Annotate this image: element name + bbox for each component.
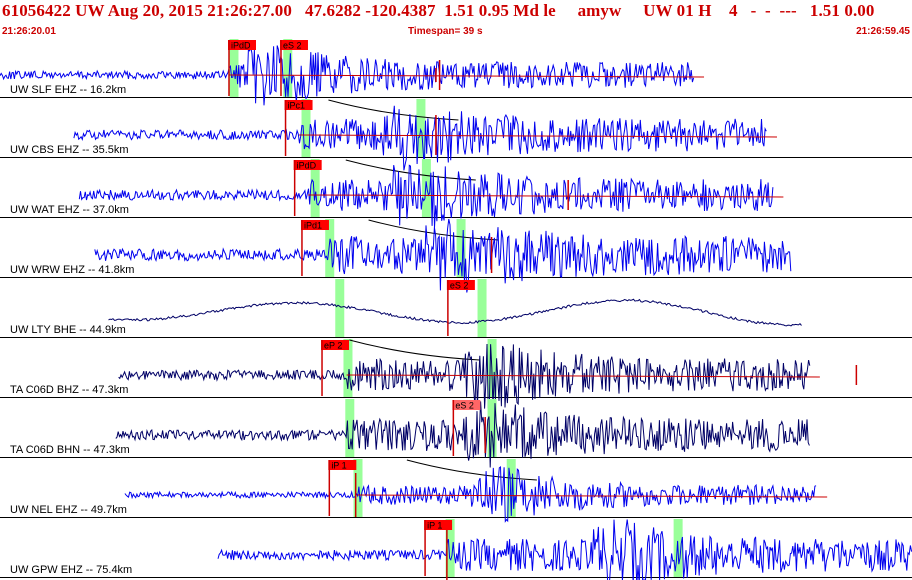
- pick-window: [325, 219, 335, 277]
- waveform: [118, 343, 811, 409]
- pick-window: [477, 279, 487, 337]
- pick-window: [456, 219, 466, 277]
- trace-row[interactable]: iPdD eS 2 UW SLF EHZ -- 16.2km: [0, 39, 912, 106]
- phase-pick[interactable]: iPdD: [293, 160, 322, 216]
- red-marker-line: [346, 374, 820, 378]
- event-header: 61056422 UW Aug 20, 2015 21:26:27.00 47.…: [0, 0, 912, 38]
- waveform: [0, 45, 695, 106]
- phase-pick-label: eS 2: [455, 401, 474, 411]
- trace-row[interactable]: eS 2 UW LTY BHE -- 44.9km: [0, 279, 912, 338]
- station-label: UW CBS EHZ -- 35.5km: [10, 144, 129, 156]
- phase-pick-box: [300, 220, 329, 230]
- phase-pick-label: iPdD: [297, 161, 317, 171]
- station-label: TA C06D BHZ -- 47.3km: [10, 384, 128, 396]
- pick-window: [353, 459, 363, 517]
- phase-pick[interactable]: eS 2: [452, 400, 481, 456]
- waveform: [78, 164, 774, 228]
- timespan-label: Timespan= 39 s: [408, 26, 483, 37]
- seismogram-panel[interactable]: iPdD eS 2 UW SLF EHZ -- 16.2km iPc1 UW CBS E…: [0, 38, 912, 580]
- travel-time-curve: [368, 219, 499, 241]
- waveform: [73, 105, 767, 171]
- station-label: UW LTY BHE -- 44.9km: [10, 324, 126, 336]
- pick-window: [345, 399, 355, 457]
- trace-row[interactable]: iPc1 UW CBS EHZ -- 35.5km: [0, 99, 912, 171]
- event-summary-title: 61056422 UW Aug 20, 2015 21:26:27.00 47.…: [2, 1, 875, 20]
- phase-pick-label: eP 2: [324, 341, 342, 351]
- pick-window: [229, 39, 239, 97]
- station-label: UW WAT EHZ -- 37.0km: [10, 204, 129, 216]
- phase-pick[interactable]: iPc1: [284, 100, 313, 156]
- phase-pick-box: [321, 340, 350, 350]
- trace-row[interactable]: eS 2 TA C06D BHN -- 47.3km: [0, 399, 912, 468]
- phase-pick-box: [424, 520, 453, 530]
- trace-row[interactable]: iPd1 UW WRW EHZ -- 41.8km: [0, 218, 912, 293]
- waveform: [115, 401, 810, 468]
- red-marker-line: [299, 134, 777, 138]
- pick-window: [445, 519, 455, 577]
- phase-pick-box: [328, 460, 357, 470]
- phase-pick-box: [293, 160, 322, 170]
- pick-window: [506, 459, 516, 517]
- red-marker-line: [308, 194, 784, 198]
- pick-window: [343, 339, 353, 397]
- phase-pick-label: iP 1: [331, 461, 346, 471]
- pick-window: [421, 159, 431, 217]
- station-label: TA C06D BHN -- 47.3km: [10, 444, 130, 456]
- phase-pick-label: iPc1: [288, 101, 306, 111]
- trace-row[interactable]: iP 1 UW GPW EHZ -- 75.4km: [0, 519, 912, 580]
- pick-window: [335, 279, 345, 337]
- phase-pick-label: eS 2: [283, 41, 302, 51]
- pick-window: [487, 399, 497, 457]
- phase-pick[interactable]: iP 1: [424, 520, 453, 576]
- phase-pick[interactable]: eS 2: [446, 280, 475, 336]
- waveform: [94, 218, 792, 293]
- pick-window: [310, 159, 320, 217]
- phase-pick-label: iPd1: [304, 221, 322, 231]
- red-marker-line: [228, 74, 705, 78]
- waveform: [108, 298, 802, 327]
- start-time-label: 21:26:20.01: [2, 26, 56, 37]
- phase-pick[interactable]: eS 2: [279, 40, 308, 96]
- phase-pick-label: eS 2: [450, 281, 469, 291]
- pick-window: [301, 99, 311, 157]
- station-label: UW SLF EHZ -- 16.2km: [10, 84, 126, 96]
- end-time-label: 21:26:59.45: [856, 26, 910, 37]
- waveform: [124, 466, 817, 523]
- station-label: UW WRW EHZ -- 41.8km: [10, 264, 134, 276]
- phase-pick-label: iP 1: [427, 521, 442, 531]
- station-label: UW NEL EHZ -- 49.7km: [10, 504, 127, 516]
- travel-time-curve: [406, 459, 537, 481]
- phase-pick[interactable]: iPdD: [228, 40, 256, 96]
- travel-time-curve: [349, 339, 480, 361]
- pick-window: [283, 39, 293, 97]
- phase-pick-box: [446, 280, 475, 290]
- phase-pick-box: [228, 40, 256, 50]
- phase-pick-box: [279, 40, 308, 50]
- waveform: [217, 519, 912, 580]
- station-label: UW GPW EHZ -- 75.4km: [10, 564, 132, 576]
- trace-row[interactable]: eP 2 TA C06D BHZ -- 47.3km: [0, 339, 912, 409]
- pick-window: [416, 99, 426, 157]
- phase-pick[interactable]: iPd1: [300, 220, 329, 276]
- phase-pick[interactable]: eP 2: [321, 340, 350, 396]
- phase-pick-box: [452, 400, 481, 410]
- phase-pick[interactable]: iP 1: [328, 460, 357, 516]
- trace-row[interactable]: iPdD UW WAT EHZ -- 37.0km: [0, 159, 912, 228]
- phase-pick-label: iPdD: [231, 41, 251, 51]
- trace-row[interactable]: iP 1 UW NEL EHZ -- 49.7km: [0, 459, 912, 523]
- travel-time-curve: [345, 159, 476, 181]
- phase-pick-box: [284, 100, 313, 110]
- red-marker-line: [357, 494, 828, 498]
